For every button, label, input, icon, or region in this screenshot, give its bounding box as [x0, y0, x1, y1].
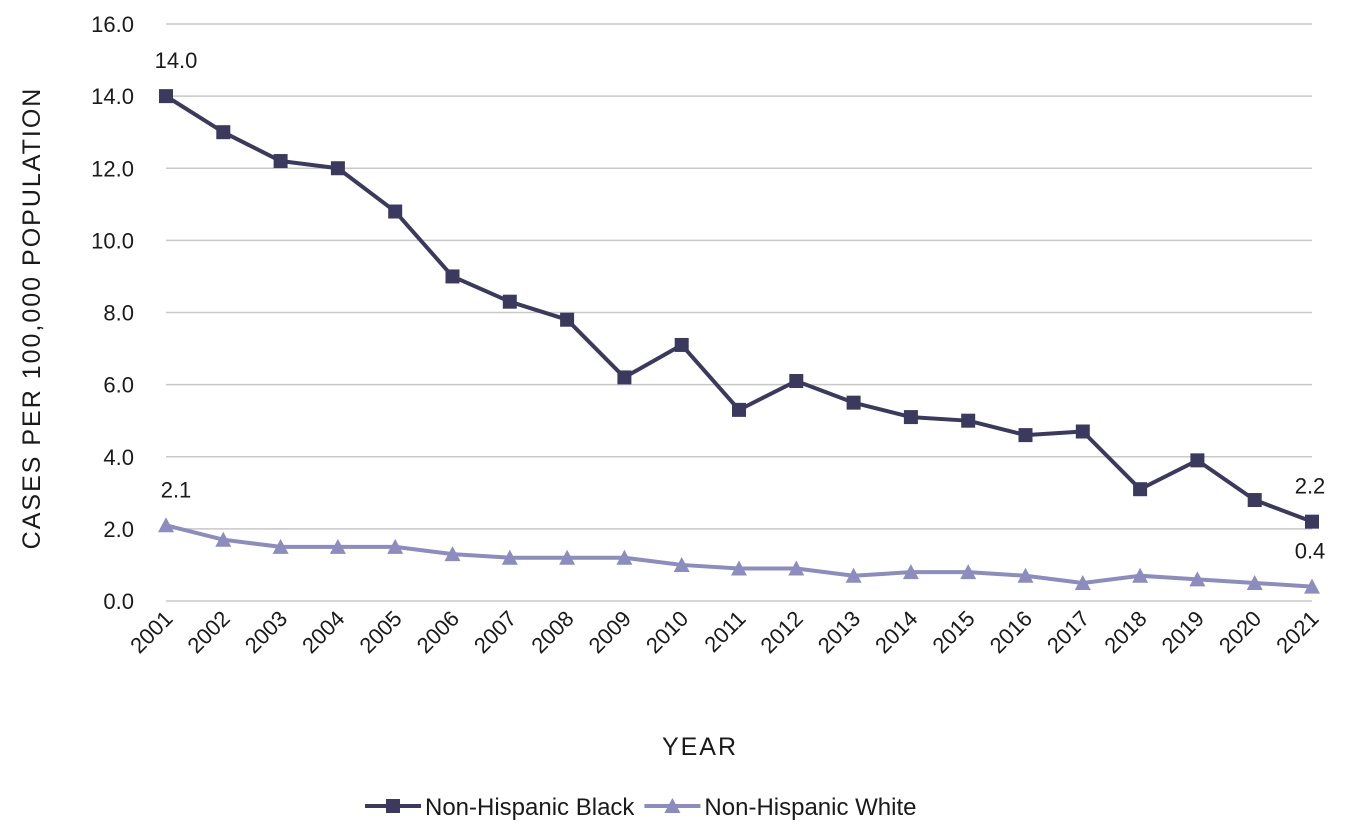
y-axis-title: CASES PER 100,000 POPULATION: [18, 87, 46, 550]
x-tick-label: 2007: [469, 606, 521, 658]
data-point: [789, 374, 804, 389]
data-point: [272, 538, 289, 554]
x-tick-label: 2006: [412, 606, 464, 658]
data-point: [1189, 571, 1206, 587]
x-tick-label: 2016: [985, 606, 1037, 658]
series-non-hispanic-white: [158, 517, 1320, 594]
data-point: [902, 564, 919, 580]
data-point: [445, 269, 460, 284]
y-tick-label: 0.0: [103, 589, 134, 614]
y-tick-label: 6.0: [103, 373, 134, 398]
data-point: [845, 567, 862, 583]
data-point: [501, 549, 518, 565]
x-tick-label: 2021: [1271, 606, 1323, 658]
y-tick-label: 4.0: [103, 445, 134, 470]
x-tick-label: 2019: [1157, 606, 1209, 658]
data-point: [731, 560, 747, 576]
data-point: [617, 370, 632, 385]
data-point: [1017, 567, 1034, 583]
y-tick-label: 16.0: [91, 12, 134, 37]
gridlines: [166, 23, 1312, 602]
data-point: [329, 538, 346, 554]
y-axis-ticks: 0.0 2.0 4.0 6.0 8.0 10.0 12.0 14.0 16.0: [91, 12, 134, 614]
y-tick-label: 14.0: [91, 84, 134, 109]
x-tick-label: 2012: [756, 606, 808, 658]
x-tick-label: 2017: [1042, 606, 1094, 658]
legend-label: Non-Hispanic Black: [425, 794, 635, 821]
data-point: [1074, 574, 1091, 590]
data-point: [616, 549, 633, 565]
x-tick-label: 2004: [297, 606, 349, 658]
data-point: [961, 413, 976, 428]
x-tick-label: 2020: [1214, 606, 1266, 658]
x-tick-label: 2009: [584, 606, 636, 658]
data-point: [1075, 424, 1090, 439]
x-tick-label: 2011: [699, 606, 750, 657]
data-label: 14.0: [155, 48, 198, 73]
data-point: [1133, 482, 1148, 497]
data-point: [273, 154, 288, 169]
data-point: [1132, 567, 1149, 583]
y-tick-label: 2.0: [103, 517, 134, 542]
data-point: [559, 549, 576, 565]
legend-marker: [664, 798, 681, 813]
data-point: [903, 410, 918, 425]
data-label: 2.2: [1295, 474, 1326, 499]
data-point: [158, 517, 174, 533]
data-point: [788, 560, 805, 576]
series-line: [164, 94, 1313, 524]
data-point: [1305, 514, 1319, 529]
data-point: [560, 312, 575, 327]
data-point: [1247, 493, 1262, 508]
data-point: [1018, 428, 1033, 443]
data-point: [846, 395, 861, 410]
x-tick-label: 2018: [1099, 606, 1151, 658]
x-tick-label: 2008: [526, 606, 578, 658]
data-labels: 14.0 2.2 2.1 0.4: [155, 48, 1326, 563]
data-point: [502, 294, 517, 309]
legend-marker: [386, 799, 400, 813]
data-point: [674, 337, 689, 352]
x-tick-label: 2003: [240, 606, 292, 658]
data-point: [330, 161, 345, 176]
x-tick-label: 2002: [183, 606, 235, 658]
data-point: [732, 402, 746, 417]
legend-label: Non-Hispanic White: [704, 794, 916, 821]
data-label: 2.1: [161, 477, 192, 502]
data-point: [960, 564, 977, 580]
series-group: [158, 89, 1320, 594]
legend-item: Non-Hispanic Black: [365, 794, 635, 821]
x-axis-ticks: 2001 2002 2003 2004 2005 2006 2007 2008 2009 2010…: [125, 606, 1323, 658]
y-tick-label: 8.0: [103, 301, 134, 326]
series-non-hispanic-black: [159, 89, 1319, 529]
legend: Non-Hispanic Black Non-Hispanic White: [365, 794, 917, 821]
x-axis-title: YEAR: [662, 733, 738, 761]
data-point: [673, 556, 690, 572]
data-point: [387, 538, 404, 554]
legend-item: Non-Hispanic White: [644, 794, 917, 821]
x-tick-label: 2005: [354, 606, 406, 658]
y-tick-label: 12.0: [91, 156, 134, 181]
x-tick-label: 2010: [641, 606, 693, 658]
x-tick-label: 2015: [927, 606, 979, 658]
data-point: [444, 546, 461, 562]
data-point: [1246, 574, 1263, 590]
data-point: [1304, 578, 1320, 594]
data-label: 0.4: [1295, 539, 1326, 564]
data-point: [159, 89, 173, 104]
data-point: [388, 204, 403, 219]
x-tick-label: 2014: [870, 606, 922, 658]
x-tick-label: 2013: [813, 606, 865, 658]
y-tick-label: 10.0: [91, 228, 134, 253]
data-point: [216, 125, 231, 140]
data-point: [215, 531, 232, 547]
data-point: [1190, 453, 1205, 468]
